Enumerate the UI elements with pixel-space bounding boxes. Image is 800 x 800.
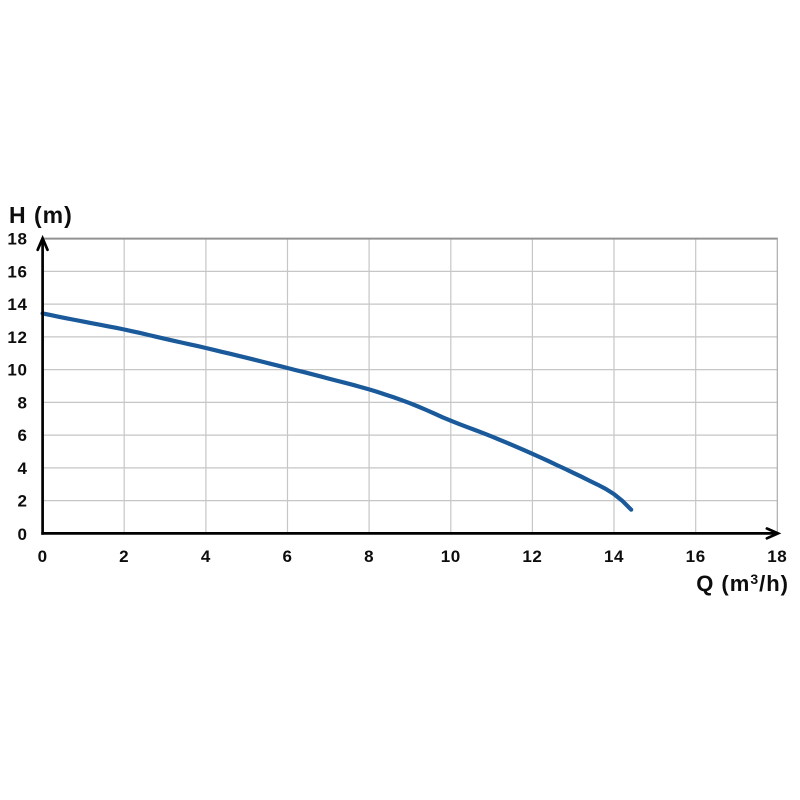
svg-text:2: 2 — [17, 492, 27, 511]
svg-text:4: 4 — [201, 547, 211, 566]
svg-text:10: 10 — [7, 361, 27, 380]
svg-text:6: 6 — [17, 426, 27, 445]
svg-text:2: 2 — [119, 547, 129, 566]
svg-text:14: 14 — [604, 547, 624, 566]
svg-text:18: 18 — [7, 230, 27, 249]
svg-text:12: 12 — [522, 547, 542, 566]
svg-text:18: 18 — [767, 547, 787, 566]
svg-text:6: 6 — [282, 547, 292, 566]
svg-text:16: 16 — [686, 547, 706, 566]
svg-text:14: 14 — [7, 295, 27, 314]
svg-text:0: 0 — [38, 547, 48, 566]
svg-text:8: 8 — [17, 393, 27, 412]
svg-text:8: 8 — [364, 547, 374, 566]
svg-text:10: 10 — [441, 547, 461, 566]
svg-text:0: 0 — [17, 525, 27, 544]
svg-text:16: 16 — [7, 262, 27, 281]
svg-text:4: 4 — [17, 459, 27, 478]
svg-text:Q (m3/h): Q (m3/h) — [696, 571, 789, 596]
svg-text:H (m): H (m) — [9, 202, 73, 228]
svg-text:12: 12 — [7, 328, 27, 347]
